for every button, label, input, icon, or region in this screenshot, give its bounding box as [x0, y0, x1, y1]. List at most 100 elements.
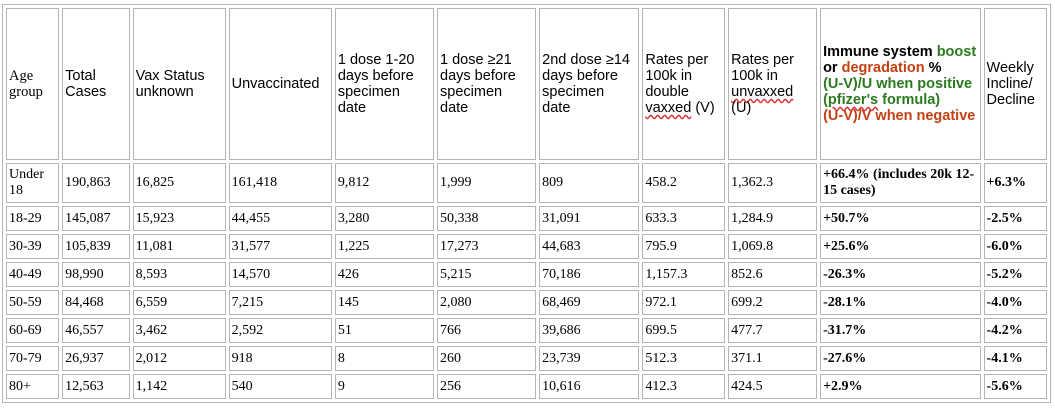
cell-weekly-change: -5.2%: [983, 262, 1047, 287]
cell-rate-unvaxxed: 424.5: [728, 374, 818, 399]
header-rates-unvaxxed: Rates per 100k in unvaxxed (U): [728, 8, 818, 160]
header-1-dose-1-20-days: 1 dose 1-20 days before specimen date: [334, 8, 435, 160]
cell-2nd-dose-14-days: 70,186: [539, 262, 640, 287]
cell-1-dose-21-days: 50,338: [437, 206, 537, 231]
cell-rate-double-vaxxed: 1,157.3: [642, 262, 726, 287]
cell-total-cases: 145,087: [62, 206, 130, 231]
cell-total-cases: 12,563: [62, 374, 130, 399]
cell-unvaccinated: 161,418: [228, 163, 332, 203]
cell-unvaccinated: 44,455: [228, 206, 332, 231]
header-row: Age group Total Cases Vax Status unknown…: [6, 8, 1047, 160]
cell-unvaccinated: 31,577: [228, 234, 332, 259]
cell-2nd-dose-14-days: 39,686: [539, 318, 640, 343]
cell-vax-status-unknown: 2,012: [132, 346, 226, 371]
cell-unvaccinated: 540: [228, 374, 332, 399]
header-age-group: Age group: [6, 8, 60, 160]
cell-1-dose-1-20-days: 1,225: [334, 234, 435, 259]
cell-1-dose-21-days: 2,080: [437, 290, 537, 315]
cell-total-cases: 190,863: [62, 163, 130, 203]
table-row: 60-69 46,557 3,462 2,592 51 766 39,686 699.5 477…: [6, 318, 1047, 343]
cell-unvaccinated: 14,570: [228, 262, 332, 287]
cell-immune-change: -28.1%: [820, 290, 981, 315]
table-row: 30-39 105,839 11,081 31,577 1,225 17,273 44,68…: [6, 234, 1047, 259]
cell-vax-status-unknown: 8,593: [132, 262, 226, 287]
cell-weekly-change: -5.6%: [983, 374, 1047, 399]
cell-weekly-change: +6.3%: [983, 163, 1047, 203]
cell-2nd-dose-14-days: 31,091: [539, 206, 640, 231]
table-row: 80+ 12,563 1,142 540 9 256 10,616 412.3 424.5 +2.…: [6, 374, 1047, 399]
cell-rate-double-vaxxed: 699.5: [642, 318, 726, 343]
cell-1-dose-1-20-days: 51: [334, 318, 435, 343]
vaccination-case-table: Age group Total Cases Vax Status unknown…: [2, 4, 1051, 403]
cell-age-group: 80+: [6, 374, 60, 399]
cell-total-cases: 46,557: [62, 318, 130, 343]
cell-2nd-dose-14-days: 68,469: [539, 290, 640, 315]
cell-age-group: 18-29: [6, 206, 60, 231]
header-1-dose-21-days: 1 dose ≥21 days before specimen date: [437, 8, 537, 160]
cell-rate-double-vaxxed: 458.2: [642, 163, 726, 203]
cell-1-dose-21-days: 5,215: [437, 262, 537, 287]
cell-1-dose-1-20-days: 8: [334, 346, 435, 371]
cell-vax-status-unknown: 11,081: [132, 234, 226, 259]
cell-unvaccinated: 2,592: [228, 318, 332, 343]
cell-unvaccinated: 918: [228, 346, 332, 371]
cell-1-dose-1-20-days: 3,280: [334, 206, 435, 231]
cell-1-dose-1-20-days: 426: [334, 262, 435, 287]
cell-1-dose-1-20-days: 9,812: [334, 163, 435, 203]
cell-rate-double-vaxxed: 972.1: [642, 290, 726, 315]
cell-2nd-dose-14-days: 809: [539, 163, 640, 203]
cell-rate-unvaxxed: 699.2: [728, 290, 818, 315]
table-row: 40-49 98,990 8,593 14,570 426 5,215 70,186 1,15…: [6, 262, 1047, 287]
cell-1-dose-21-days: 17,273: [437, 234, 537, 259]
cell-unvaccinated: 7,215: [228, 290, 332, 315]
cell-rate-unvaxxed: 477.7: [728, 318, 818, 343]
cell-age-group: 50-59: [6, 290, 60, 315]
cell-1-dose-1-20-days: 9: [334, 374, 435, 399]
cell-immune-change: +50.7%: [820, 206, 981, 231]
cell-vax-status-unknown: 1,142: [132, 374, 226, 399]
cell-2nd-dose-14-days: 10,616: [539, 374, 640, 399]
cell-rate-unvaxxed: 1,069.8: [728, 234, 818, 259]
cell-weekly-change: -4.1%: [983, 346, 1047, 371]
cell-age-group: 40-49: [6, 262, 60, 287]
header-rates-double-vaxxed: Rates per 100k in double vaxxed (V): [642, 8, 726, 160]
cell-age-group: Under 18: [6, 163, 60, 203]
cell-rate-unvaxxed: 852.6: [728, 262, 818, 287]
cell-2nd-dose-14-days: 23,739: [539, 346, 640, 371]
cell-2nd-dose-14-days: 44,683: [539, 234, 640, 259]
table-row: Under 18 190,863 16,825 161,418 9,812 1,999 80…: [6, 163, 1047, 203]
cell-immune-change: +25.6%: [820, 234, 981, 259]
cell-immune-change: -27.6%: [820, 346, 981, 371]
cell-1-dose-1-20-days: 145: [334, 290, 435, 315]
cell-1-dose-21-days: 766: [437, 318, 537, 343]
cell-weekly-change: -4.2%: [983, 318, 1047, 343]
cell-rate-unvaxxed: 1,362.3: [728, 163, 818, 203]
cell-rate-double-vaxxed: 633.3: [642, 206, 726, 231]
cell-weekly-change: -4.0%: [983, 290, 1047, 315]
header-weekly-incline-decline: Weekly Incline/ Decline: [983, 8, 1047, 160]
cell-rate-unvaxxed: 1,284.9: [728, 206, 818, 231]
cell-rate-double-vaxxed: 512.3: [642, 346, 726, 371]
cell-rate-unvaxxed: 371.1: [728, 346, 818, 371]
cell-age-group: 70-79: [6, 346, 60, 371]
cell-1-dose-21-days: 1,999: [437, 163, 537, 203]
cell-immune-change: +66.4% (includes 20k 12-15 cases): [820, 163, 981, 203]
cell-age-group: 60-69: [6, 318, 60, 343]
header-unvaccinated: Unvaccinated: [228, 8, 332, 160]
cell-immune-change: -26.3%: [820, 262, 981, 287]
cell-vax-status-unknown: 16,825: [132, 163, 226, 203]
cell-total-cases: 26,937: [62, 346, 130, 371]
header-immune-system: Immune system boost or degradation % (U-V…: [820, 8, 981, 160]
cell-total-cases: 105,839: [62, 234, 130, 259]
cell-total-cases: 84,468: [62, 290, 130, 315]
cell-weekly-change: -2.5%: [983, 206, 1047, 231]
cell-1-dose-21-days: 256: [437, 374, 537, 399]
cell-immune-change: -31.7%: [820, 318, 981, 343]
cell-weekly-change: -6.0%: [983, 234, 1047, 259]
cell-rate-double-vaxxed: 412.3: [642, 374, 726, 399]
cell-vax-status-unknown: 15,923: [132, 206, 226, 231]
table-row: 18-29 145,087 15,923 44,455 3,280 50,338 31,09…: [6, 206, 1047, 231]
table-row: 50-59 84,468 6,559 7,215 145 2,080 68,469 972.1…: [6, 290, 1047, 315]
table-row: 70-79 26,937 2,012 918 8 260 23,739 512.3 371.1-…: [6, 346, 1047, 371]
header-vax-status-unknown: Vax Status unknown: [132, 8, 226, 160]
